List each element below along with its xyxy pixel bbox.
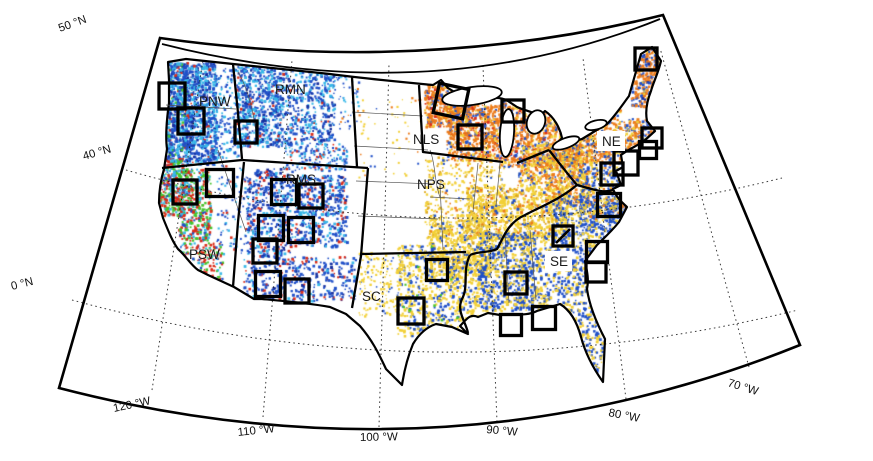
region-label-box-ne <box>597 131 625 151</box>
lake-superior-shape <box>441 85 503 107</box>
site-square <box>456 123 484 151</box>
border-rms-top <box>241 158 369 170</box>
us-outline <box>157 45 663 387</box>
site-square <box>256 213 286 243</box>
region-label-psw: PSW <box>189 247 220 262</box>
site-square <box>498 312 524 338</box>
site-square <box>500 98 526 124</box>
border-pnw-east <box>231 63 244 160</box>
site-square <box>251 237 279 265</box>
border-rms-right <box>350 167 370 309</box>
lat-label-50n: 50 °N <box>57 14 88 35</box>
lake-ontario-shape <box>584 118 608 132</box>
site-square <box>431 81 471 121</box>
border-rmn-east <box>350 76 359 168</box>
region-label-nls: NLS <box>413 132 439 147</box>
site-squares <box>157 46 664 338</box>
site-square <box>637 139 659 161</box>
site-square <box>599 161 625 187</box>
parallel-40n <box>125 169 783 219</box>
lon-label-80w: 80 °W <box>607 407 640 425</box>
region-borders <box>161 63 614 334</box>
lon-label-70w: 70 °W <box>726 377 760 398</box>
meridian-70w <box>659 47 750 368</box>
meridian-90w <box>482 65 498 423</box>
border-pnw-south <box>161 158 243 170</box>
site-square <box>204 167 236 199</box>
parallel-50n <box>161 18 661 74</box>
region-label-ne: NE <box>602 134 621 149</box>
site-square <box>283 277 311 305</box>
site-square <box>176 106 206 136</box>
region-label-nps: NPS <box>417 177 445 192</box>
region-label-sc: SC <box>362 289 381 304</box>
region-label-pnw: PNW <box>199 94 231 109</box>
border-nls <box>417 84 550 165</box>
border-sc-top <box>360 250 467 256</box>
site-square <box>157 81 187 111</box>
site-square <box>584 260 608 284</box>
lake-erie-shape <box>551 135 581 151</box>
site-square <box>253 269 283 299</box>
site-square <box>595 191 623 219</box>
region-label-se: SE <box>550 254 568 269</box>
border-psw-rms <box>231 161 246 288</box>
site-square <box>297 182 325 210</box>
map-frame <box>57 13 802 431</box>
region-label-box-se <box>545 251 572 271</box>
lat-label-30n: 0 °N <box>10 276 35 293</box>
site-square <box>424 257 450 283</box>
lon-label-100w: 100 °W <box>360 431 398 444</box>
meridian-100w <box>378 63 390 428</box>
site-square <box>286 215 316 245</box>
site-square <box>396 296 426 326</box>
site-square <box>640 126 664 150</box>
site-square <box>233 119 259 145</box>
region-label-rmn: RMN <box>275 82 306 97</box>
site-square <box>551 224 575 248</box>
site-square <box>530 304 558 332</box>
lon-label-110w: 110 °W <box>237 423 275 439</box>
border-mississippi <box>458 254 472 334</box>
site-square <box>171 178 199 206</box>
lon-label-120w: 120 °W <box>112 395 152 415</box>
site-square <box>633 46 659 72</box>
site-square-slash <box>555 228 571 244</box>
lat-label-40n: 40 °N <box>82 143 113 162</box>
border-ohio-river <box>469 184 578 257</box>
lake-huron-shape <box>525 109 547 135</box>
lon-label-90w: 90 °W <box>486 424 519 439</box>
region-label-rms: RMS <box>286 172 316 187</box>
site-square <box>269 177 299 207</box>
site-square <box>503 270 529 296</box>
parallel-30n <box>71 299 799 353</box>
